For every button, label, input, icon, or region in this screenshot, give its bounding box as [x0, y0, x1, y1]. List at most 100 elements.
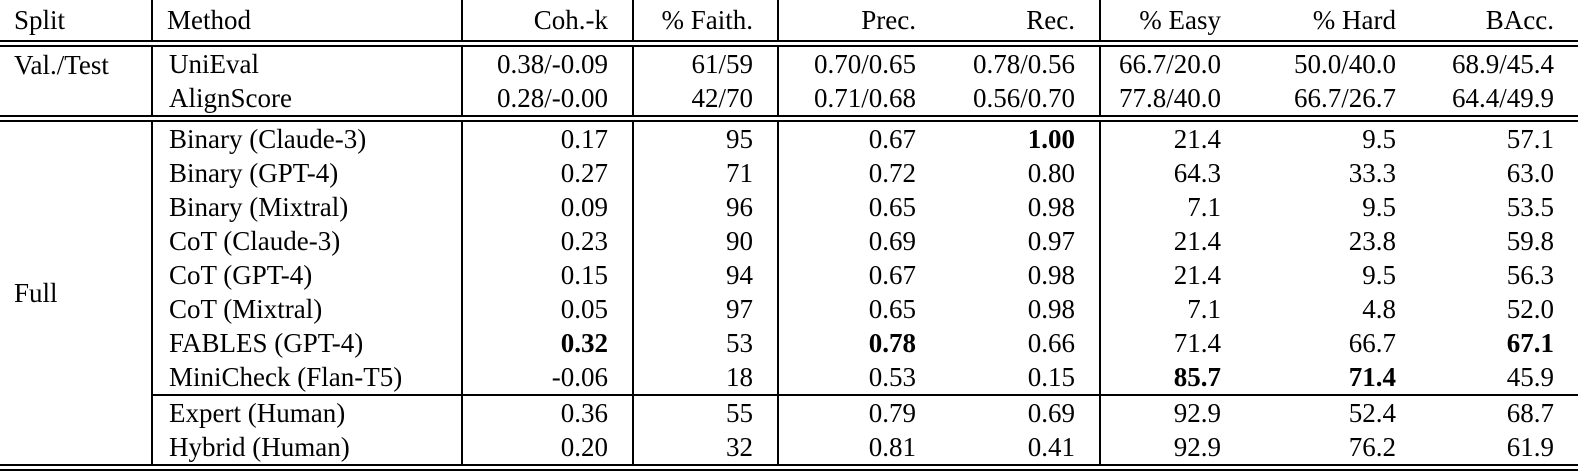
col-header-hard: % Hard	[1312, 4, 1396, 35]
method-cell: Binary (Claude-3)	[152, 115, 463, 156]
value-cell-easy: 77.8/40.0	[1118, 82, 1221, 113]
value-cell-hard: 66.7	[1348, 327, 1396, 358]
value-cell-coh-k: 0.15	[462, 258, 634, 292]
value-cell-easy: 66.7/20.0	[1118, 48, 1221, 79]
value-cell-easy: 7.1	[1187, 293, 1221, 324]
value-cell-faith: 96	[633, 190, 779, 224]
value-cell-bacc: 63.0	[1506, 157, 1554, 188]
value-cell-faith: 53	[633, 326, 779, 360]
value-cell-rec: 1.00	[940, 115, 1101, 156]
value-cell-easy: 71.4	[1173, 327, 1221, 358]
value-cell-easy: 92.9	[1173, 431, 1221, 462]
value-cell-bacc: 64.4/49.9	[1451, 82, 1554, 113]
method-cell: Binary (GPT-4)	[152, 156, 463, 190]
value-cell-hard: 52.4	[1245, 394, 1420, 430]
method-cell: Expert (Human)	[152, 394, 463, 430]
method-cell: FABLES (GPT-4)	[152, 326, 463, 360]
col-header-prec: Prec.	[861, 4, 916, 35]
value-cell-faith: 32	[633, 430, 779, 468]
value-cell-coh-k: 0.38/-0.09	[462, 43, 634, 81]
method-cell: Binary (Mixtral)	[152, 190, 463, 224]
table-row: MiniCheck (Flan-T5) -0.06 18 0.53 0.15 8…	[0, 360, 1578, 395]
value-cell-faith: 94	[633, 258, 779, 292]
method-cell: CoT (GPT-4)	[152, 258, 463, 292]
table-row: CoT (Mixtral) 0.05 97 0.65 0.98 7.1 4.8 …	[0, 292, 1578, 326]
value-cell-hard: 76.2	[1348, 431, 1396, 462]
value-cell-coh-k: 0.36	[462, 394, 634, 430]
table-row: CoT (GPT-4) 0.15 94 0.67 0.98 21.4 9.5 5…	[0, 258, 1578, 292]
value-cell-coh-k: 0.17	[462, 115, 634, 156]
value-cell-bacc: 59.8	[1506, 225, 1554, 256]
col-header-method: Method	[152, 0, 463, 44]
value-cell-coh-k: 0.09	[462, 190, 634, 224]
value-cell-prec: 0.53	[868, 361, 916, 392]
value-cell-prec: 0.65	[868, 191, 916, 222]
value-cell-rec: 0.98	[940, 292, 1101, 326]
col-header-split: Split	[0, 0, 153, 44]
value-cell-bacc: 56.3	[1506, 259, 1554, 290]
value-cell-hard: 66.7/26.7	[1293, 82, 1396, 113]
value-cell-rec: 0.97	[940, 224, 1101, 258]
method-cell: CoT (Claude-3)	[152, 224, 463, 258]
table-row: AlignScore 0.28/-0.00 42/70 0.71/0.68 0.…	[0, 81, 1578, 119]
value-cell-easy: 64.3	[1173, 157, 1221, 188]
value-cell-coh-k: 0.20	[462, 430, 634, 468]
table-row: CoT (Claude-3) 0.23 90 0.69 0.97 21.4 23…	[0, 224, 1578, 258]
results-table-body: Val./Test UniEval 0.38/-0.09 61/59 0.70/…	[0, 43, 1578, 468]
table-row: FABLES (GPT-4) 0.32 53 0.78 0.66 71.4 66…	[0, 326, 1578, 360]
col-header-rec: Rec.	[940, 0, 1101, 44]
value-cell-easy: 92.9	[1100, 394, 1245, 430]
value-cell-easy: 21.4	[1173, 259, 1221, 290]
value-cell-hard: 23.8	[1348, 225, 1396, 256]
value-cell-rec: 0.80	[940, 156, 1101, 190]
col-header-coh-k: Coh.-k	[462, 0, 634, 44]
split-cell: Full	[0, 115, 153, 468]
value-cell-rec: 0.98	[940, 190, 1101, 224]
table-row: Binary (Mixtral) 0.09 96 0.65 0.98 7.1 9…	[0, 190, 1578, 224]
value-cell-bacc: 45.9	[1506, 361, 1554, 392]
table-row: Binary (GPT-4) 0.27 71 0.72 0.80 64.3 33…	[0, 156, 1578, 190]
value-cell-faith: 95	[633, 115, 779, 156]
table-row: Val./Test UniEval 0.38/-0.09 61/59 0.70/…	[0, 43, 1578, 119]
table-row: Full Binary (Claude-3) 0.17 95 0.67 1.00…	[0, 115, 1578, 468]
value-cell-rec: 0.69	[940, 394, 1101, 430]
method-cell: UniEval	[152, 43, 463, 81]
value-cell-hard: 4.8	[1362, 293, 1396, 324]
value-cell-rec: 0.98	[940, 258, 1101, 292]
method-cell: CoT (Mixtral)	[152, 292, 463, 326]
value-cell-faith: 42/70	[633, 81, 779, 119]
value-cell-faith: 18	[633, 360, 779, 395]
value-cell-prec: 0.70/0.65	[813, 48, 916, 79]
value-cell-prec: 0.67	[778, 115, 940, 156]
value-cell-prec: 0.69	[868, 225, 916, 256]
value-cell-faith: 61/59	[633, 43, 779, 81]
value-cell-hard: 71.4	[1348, 361, 1396, 392]
value-cell-coh-k: -0.06	[462, 360, 634, 395]
value-cell-prec: 0.65	[868, 293, 916, 324]
value-cell-bacc: 61.9	[1506, 431, 1554, 462]
value-cell-hard: 33.3	[1348, 157, 1396, 188]
value-cell-bacc: 68.9/45.4	[1451, 48, 1554, 79]
value-cell-rec: 0.15	[940, 360, 1101, 395]
table-row: Hybrid (Human) 0.20 32 0.81 0.41 92.9 76…	[0, 430, 1578, 468]
value-cell-coh-k: 0.32	[462, 326, 634, 360]
value-cell-hard: 9.5	[1245, 115, 1420, 156]
value-cell-easy: 21.4	[1173, 225, 1221, 256]
value-cell-rec: 0.41	[940, 430, 1101, 468]
value-cell-easy: 7.1	[1187, 191, 1221, 222]
header-row: Split Method Coh.-k % Faith. Prec. Rec. …	[0, 0, 1578, 44]
value-cell-faith: 55	[633, 394, 779, 430]
value-cell-bacc: 52.0	[1506, 293, 1554, 324]
value-cell-coh-k: 0.05	[462, 292, 634, 326]
value-cell-bacc: 68.7	[1420, 394, 1578, 430]
value-cell-faith: 90	[633, 224, 779, 258]
value-cell-bacc: 67.1	[1506, 327, 1554, 358]
value-cell-prec: 0.81	[868, 431, 916, 462]
value-cell-hard: 9.5	[1362, 259, 1396, 290]
value-cell-prec: 0.71/0.68	[813, 82, 916, 113]
value-cell-prec: 0.72	[868, 157, 916, 188]
method-cell: MiniCheck (Flan-T5)	[152, 360, 463, 395]
value-cell-hard: 9.5	[1362, 191, 1396, 222]
value-cell-easy: 21.4	[1100, 115, 1245, 156]
